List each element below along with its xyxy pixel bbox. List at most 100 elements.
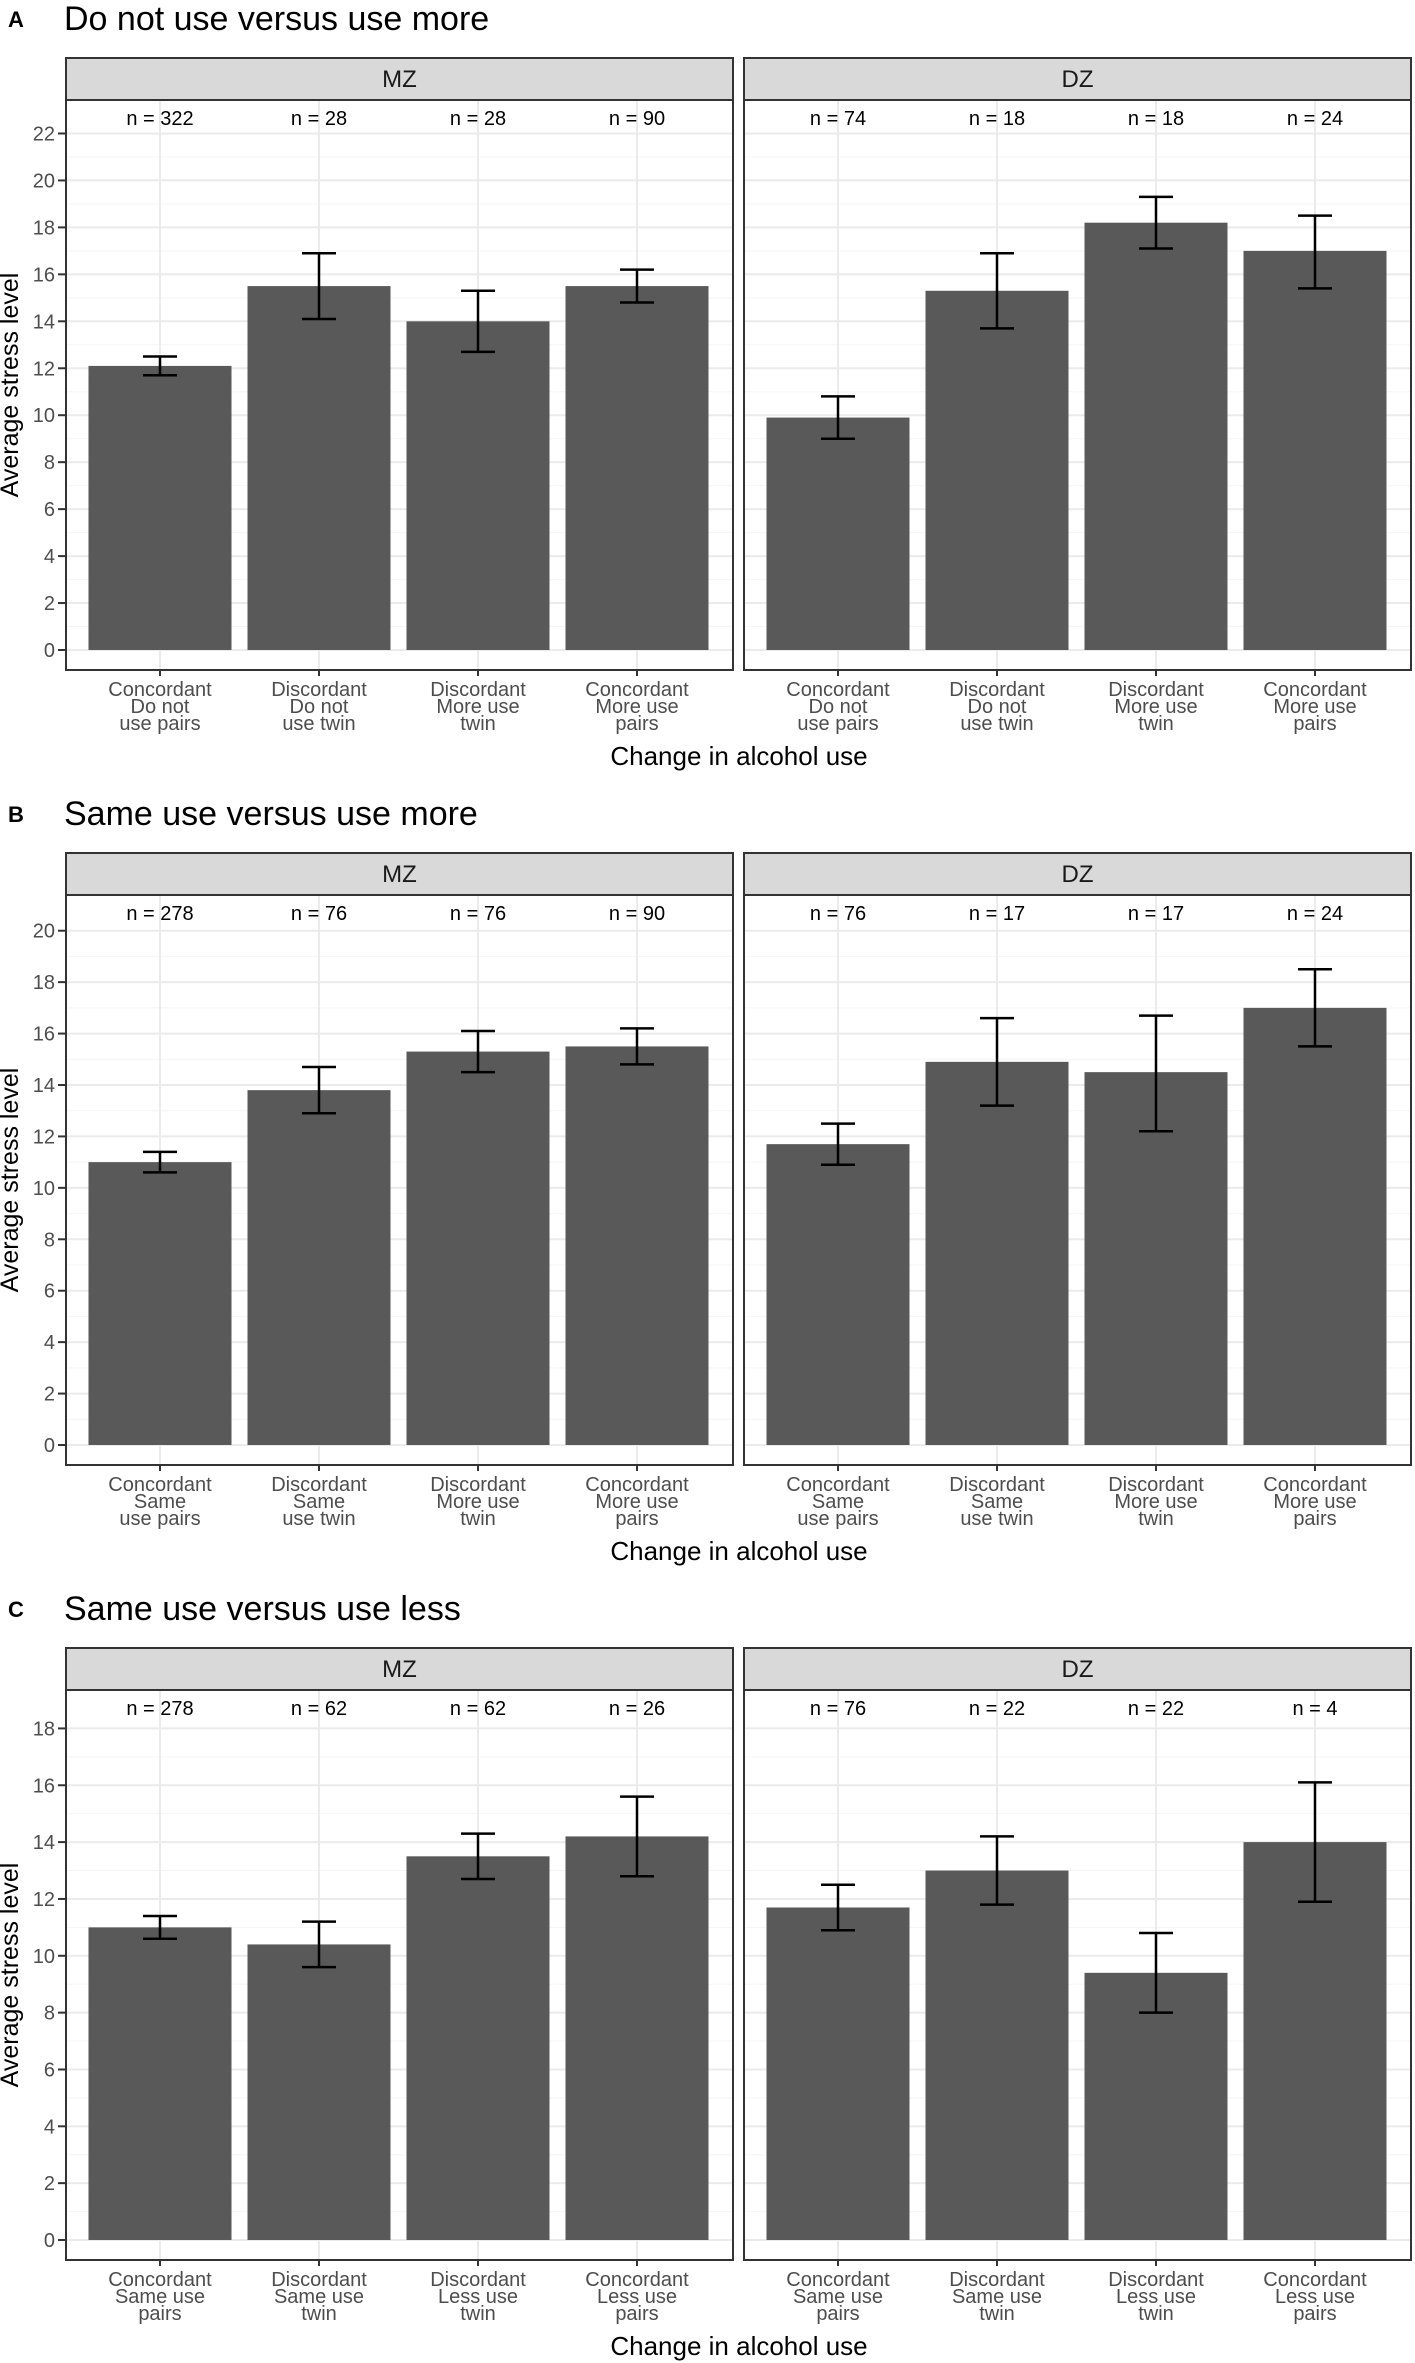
x-tick-label: Concordant Same use pairs: [786, 1474, 890, 1530]
panel-title: Do not use versus use more: [64, 0, 489, 38]
x-tick-label: Discordant More use twin: [1108, 1474, 1204, 1530]
x-tick-label: Concordant Same use pairs: [108, 1474, 212, 1530]
x-tick-label-line: Less use: [1275, 2286, 1355, 2308]
y-tick-label: 14: [33, 1075, 55, 1097]
bar: [766, 1144, 910, 1445]
x-tick-label-line: More use: [595, 696, 678, 718]
y-tick-label: 14: [33, 311, 55, 333]
x-tick-label-line: twin: [460, 2303, 496, 2325]
panel-A: A Do not use versus use more MZ n = 322 n = …: [0, 0, 1412, 771]
x-tick-label-line: pairs: [615, 2303, 658, 2325]
panel-border: [65, 1689, 734, 2261]
panel-letter: B: [8, 802, 24, 827]
x-tick-label: Discordant Do not use twin: [271, 679, 367, 735]
bar: [247, 1090, 391, 1445]
error-bar: [302, 251, 336, 321]
y-tick-label: 18: [33, 972, 55, 994]
x-tick-label-line: Concordant: [585, 1474, 689, 1496]
x-tick-label: Concordant More use pairs: [585, 1474, 689, 1530]
bar: [406, 1856, 550, 2240]
x-tick-label-line: pairs: [1293, 713, 1336, 735]
strip-label: DZ: [1062, 1656, 1094, 1683]
bar: [925, 1061, 1069, 1445]
x-tick-label-line: pairs: [1293, 1508, 1336, 1530]
x-tick-label-line: Discordant: [1108, 2269, 1204, 2291]
x-tick-label-line: Concordant: [786, 1474, 890, 1496]
x-tick-label-line: Same: [971, 1491, 1023, 1513]
error-bar: [620, 1795, 654, 1878]
bar: [565, 1046, 709, 1445]
x-tick-label-line: use pairs: [119, 1508, 200, 1530]
error-bar: [143, 355, 177, 377]
error-bar: [980, 1016, 1014, 1107]
x-tick-label-line: Discordant: [949, 1474, 1045, 1496]
x-axis-title: Change in alcohol use: [610, 1536, 867, 1566]
x-tick-label-line: Do not: [131, 696, 190, 718]
bar: [766, 1907, 910, 2240]
x-tick-label-line: Do not: [809, 696, 868, 718]
y-tick-label: 16: [33, 264, 55, 286]
x-tick-label-line: Concordant: [585, 2269, 689, 2291]
error-bar: [461, 1029, 495, 1074]
strip-label: MZ: [382, 861, 417, 888]
x-tick-label-line: Discordant: [271, 1474, 367, 1496]
panel-border: [743, 99, 1412, 671]
strip-background: [65, 57, 734, 101]
error-bar: [1298, 1781, 1332, 1904]
strip-background: [65, 1647, 734, 1691]
error-bar: [1139, 1931, 1173, 2014]
y-tick-label: 12: [33, 1126, 55, 1148]
x-tick-label-line: More use: [595, 1491, 678, 1513]
n-label: n = 17: [1128, 903, 1184, 925]
x-tick-label-line: Less use: [597, 2286, 677, 2308]
strip-background: [743, 1647, 1412, 1691]
x-tick-label: Discordant Same use twin: [949, 2269, 1045, 2325]
panel-letter: A: [8, 7, 24, 32]
x-tick-label-line: Concordant: [108, 2269, 212, 2291]
error-bar: [620, 1027, 654, 1066]
bar: [1243, 1007, 1387, 1445]
x-tick-label-line: Concordant: [786, 679, 890, 701]
error-bar: [1139, 1014, 1173, 1133]
error-bar: [980, 1835, 1014, 1906]
x-tick-label: Concordant Do not use pairs: [786, 679, 890, 735]
n-label: n = 76: [291, 903, 347, 925]
n-label: n = 22: [969, 1698, 1025, 1720]
strip-label: DZ: [1062, 861, 1094, 888]
n-label: n = 22: [1128, 1698, 1184, 1720]
y-tick-label: 2: [44, 2173, 55, 2195]
x-tick-label-line: use pairs: [797, 1508, 878, 1530]
x-tick-label-line: Concordant: [108, 1474, 212, 1496]
n-label: n = 18: [969, 108, 1025, 130]
x-tick-label: Discordant Same use twin: [271, 2269, 367, 2325]
y-tick-label: 16: [33, 1024, 55, 1046]
x-tick-label-line: Concordant: [1263, 1474, 1367, 1496]
y-tick-label: 8: [44, 2003, 55, 2025]
n-label: n = 62: [450, 1698, 506, 1720]
y-tick-label: 12: [33, 358, 55, 380]
y-tick-label: 12: [33, 1889, 55, 1911]
x-tick-label-line: Discordant: [1108, 679, 1204, 701]
x-tick-label-line: twin: [460, 1508, 496, 1530]
y-tick-label: 10: [33, 1946, 55, 1968]
bar: [766, 417, 910, 650]
bar: [406, 321, 550, 650]
y-tick-label: 16: [33, 1775, 55, 1797]
x-tick-label: Concordant Less use pairs: [1263, 2269, 1367, 2325]
y-tick-label: 4: [44, 2116, 55, 2138]
x-tick-label-line: Discordant: [430, 1474, 526, 1496]
x-tick-label-line: twin: [301, 2303, 337, 2325]
bar: [88, 1927, 232, 2240]
x-tick-label-line: use pairs: [119, 713, 200, 735]
n-label: n = 90: [609, 903, 665, 925]
n-label: n = 26: [609, 1698, 665, 1720]
x-tick-label-line: twin: [1138, 1508, 1174, 1530]
n-label: n = 24: [1287, 108, 1343, 130]
y-axis-title: Average stress level: [0, 273, 24, 498]
y-tick-label: 6: [44, 1281, 55, 1303]
n-label: n = 18: [1128, 108, 1184, 130]
